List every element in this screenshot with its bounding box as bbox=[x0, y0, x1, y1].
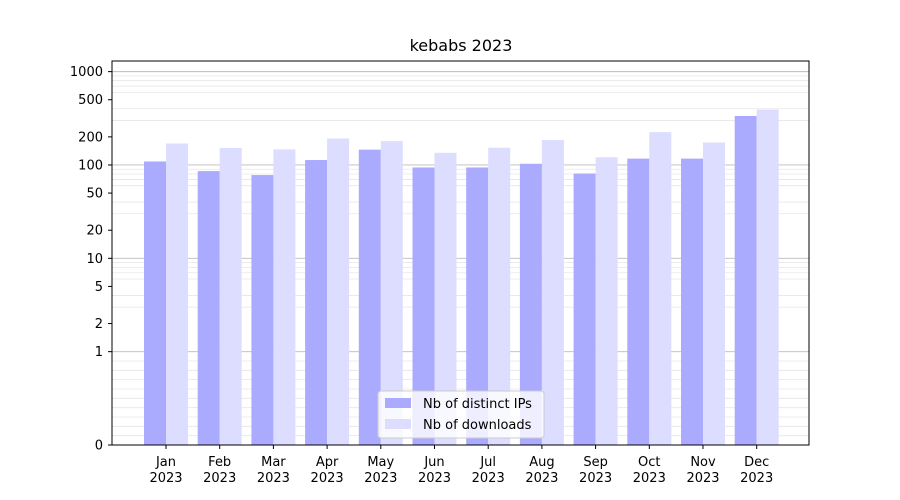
bar-downloads-dec bbox=[756, 109, 779, 445]
x-tick-label-month: Apr bbox=[316, 455, 339, 470]
x-tick-label-year: 2023 bbox=[364, 471, 397, 486]
x-tick-label-year: 2023 bbox=[311, 471, 344, 486]
x-tick-label-month: Feb bbox=[208, 455, 231, 470]
legend-label-downloads: Nb of downloads bbox=[423, 418, 532, 433]
x-tick-label-year: 2023 bbox=[472, 471, 505, 486]
x-tick-label-year: 2023 bbox=[686, 471, 719, 486]
bar-downloads-may bbox=[380, 141, 403, 445]
y-tick-label: 2 bbox=[95, 317, 103, 332]
bar-distinct-ips-aug bbox=[519, 163, 542, 446]
bar-downloads-feb bbox=[219, 148, 242, 445]
bar-downloads-oct bbox=[649, 132, 672, 446]
x-tick-label-year: 2023 bbox=[418, 471, 451, 486]
legend-swatch-distinct-ips bbox=[385, 398, 411, 408]
bar-downloads-apr bbox=[327, 138, 350, 445]
y-tick-label: 0 bbox=[95, 439, 103, 454]
y-tick-label: 50 bbox=[86, 187, 103, 202]
bar-downloads-aug bbox=[541, 140, 564, 446]
y-tick-label: 500 bbox=[78, 93, 103, 108]
x-tick-label-year: 2023 bbox=[579, 471, 612, 486]
y-tick-label: 1000 bbox=[70, 65, 103, 80]
x-tick-label-year: 2023 bbox=[525, 471, 558, 486]
axis-layer: Jan2023Feb2023Mar2023Apr2023May2023Jun20… bbox=[70, 65, 773, 486]
y-tick-label: 200 bbox=[78, 130, 103, 145]
bar-distinct-ips-dec bbox=[734, 115, 757, 445]
bar-distinct-ips-feb bbox=[197, 171, 220, 445]
bar-distinct-ips-sep bbox=[573, 173, 596, 446]
bar-distinct-ips-jan bbox=[144, 161, 166, 445]
bar-downloads-sep bbox=[595, 157, 618, 445]
bar-distinct-ips-mar bbox=[251, 175, 274, 445]
bar-distinct-ips-nov bbox=[681, 158, 703, 445]
y-tick-label: 10 bbox=[86, 252, 103, 267]
bar-downloads-jun bbox=[434, 152, 457, 445]
chart-title: kebabs 2023 bbox=[410, 36, 513, 55]
legend-swatch-downloads bbox=[385, 419, 411, 429]
x-tick-label-year: 2023 bbox=[740, 471, 773, 486]
bar-distinct-ips-jun bbox=[412, 167, 435, 445]
x-tick-label-month: Mar bbox=[261, 455, 286, 470]
bar-downloads-mar bbox=[273, 149, 296, 445]
x-tick-label-year: 2023 bbox=[633, 471, 666, 486]
bar-distinct-ips-apr bbox=[305, 160, 328, 446]
bars-layer bbox=[144, 109, 779, 446]
x-tick-label-year: 2023 bbox=[257, 471, 290, 486]
bar-downloads-jan bbox=[166, 143, 188, 445]
bar-downloads-jul bbox=[488, 147, 511, 445]
x-tick-label-month: Jul bbox=[479, 455, 496, 470]
bar-downloads-nov bbox=[703, 142, 725, 445]
x-tick-label-month: Oct bbox=[638, 455, 660, 470]
bar-distinct-ips-jul bbox=[466, 167, 489, 445]
x-tick-label-year: 2023 bbox=[203, 471, 236, 486]
legend-label-distinct-ips: Nb of distinct IPs bbox=[423, 397, 532, 412]
x-tick-label-month: May bbox=[367, 455, 394, 470]
y-tick-label: 20 bbox=[86, 224, 103, 239]
y-tick-label: 5 bbox=[95, 280, 103, 295]
x-tick-label-month: Aug bbox=[529, 455, 554, 470]
x-tick-label-month: Sep bbox=[583, 455, 608, 470]
plot-frame bbox=[111, 60, 810, 446]
x-tick-label-month: Nov bbox=[690, 455, 716, 470]
bar-distinct-ips-may bbox=[358, 149, 381, 446]
x-tick-label-month: Jun bbox=[423, 455, 444, 470]
x-tick-label-month: Dec bbox=[744, 455, 769, 470]
x-tick-label-month: Jan bbox=[155, 455, 176, 470]
legend: Nb of distinct IPs Nb of downloads bbox=[377, 390, 545, 439]
x-tick-label-year: 2023 bbox=[149, 471, 182, 486]
y-tick-label: 1 bbox=[95, 345, 103, 360]
y-tick-label: 100 bbox=[78, 158, 103, 173]
legend-box bbox=[377, 390, 545, 439]
bar-distinct-ips-oct bbox=[627, 158, 650, 445]
